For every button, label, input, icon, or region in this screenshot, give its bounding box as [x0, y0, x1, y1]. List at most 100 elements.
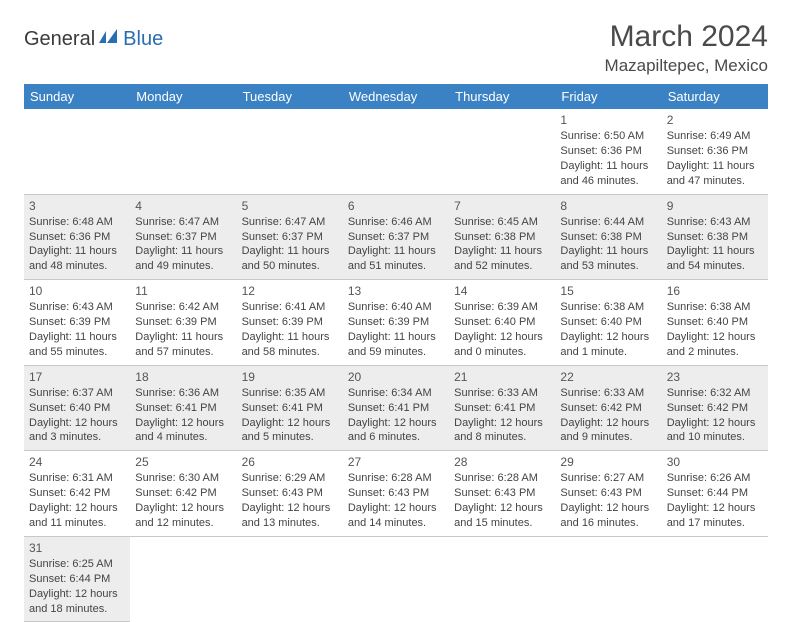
weekday-header: Saturday: [662, 84, 768, 109]
empty-cell: [237, 109, 343, 194]
day-number: 1: [560, 112, 656, 128]
daylight-line: Daylight: 11 hours and 51 minutes.: [348, 244, 444, 274]
sunset-line: Sunset: 6:36 PM: [560, 144, 656, 159]
daylight-line: Daylight: 11 hours and 53 minutes.: [560, 244, 656, 274]
daylight-line: Daylight: 12 hours and 15 minutes.: [454, 501, 550, 531]
day-cell: 20Sunrise: 6:34 AMSunset: 6:41 PMDayligh…: [343, 365, 449, 451]
sunset-line: Sunset: 6:39 PM: [135, 315, 231, 330]
daylight-line: Daylight: 11 hours and 55 minutes.: [29, 330, 125, 360]
sunrise-line: Sunrise: 6:43 AM: [29, 300, 125, 315]
empty-cell: [24, 109, 130, 194]
header: General Blue March 2024 Mazapiltepec, Me…: [24, 20, 768, 76]
sunset-line: Sunset: 6:43 PM: [454, 486, 550, 501]
day-number: 18: [135, 369, 231, 385]
sunset-line: Sunset: 6:41 PM: [454, 401, 550, 416]
empty-cell: [343, 536, 449, 622]
empty-cell: [555, 536, 661, 622]
sunset-line: Sunset: 6:43 PM: [560, 486, 656, 501]
sunrise-line: Sunrise: 6:43 AM: [667, 215, 763, 230]
sunrise-line: Sunrise: 6:30 AM: [135, 471, 231, 486]
day-number: 26: [242, 454, 338, 470]
daylight-line: Daylight: 11 hours and 58 minutes.: [242, 330, 338, 360]
month-title: March 2024: [605, 20, 768, 54]
sunrise-line: Sunrise: 6:33 AM: [560, 386, 656, 401]
day-cell: 3Sunrise: 6:48 AMSunset: 6:36 PMDaylight…: [24, 194, 130, 280]
daylight-line: Daylight: 12 hours and 9 minutes.: [560, 416, 656, 446]
daylight-line: Daylight: 12 hours and 17 minutes.: [667, 501, 763, 531]
day-number: 20: [348, 369, 444, 385]
sunrise-line: Sunrise: 6:34 AM: [348, 386, 444, 401]
sunrise-line: Sunrise: 6:38 AM: [667, 300, 763, 315]
day-cell: 27Sunrise: 6:28 AMSunset: 6:43 PMDayligh…: [343, 451, 449, 537]
sunrise-line: Sunrise: 6:41 AM: [242, 300, 338, 315]
daylight-line: Daylight: 12 hours and 0 minutes.: [454, 330, 550, 360]
sunrise-line: Sunrise: 6:28 AM: [454, 471, 550, 486]
day-number: 21: [454, 369, 550, 385]
empty-cell: [449, 536, 555, 622]
sunrise-line: Sunrise: 6:29 AM: [242, 471, 338, 486]
day-number: 30: [667, 454, 763, 470]
day-cell: 15Sunrise: 6:38 AMSunset: 6:40 PMDayligh…: [555, 280, 661, 366]
sunrise-line: Sunrise: 6:47 AM: [135, 215, 231, 230]
calendar-row: 31Sunrise: 6:25 AMSunset: 6:44 PMDayligh…: [24, 536, 768, 622]
sunset-line: Sunset: 6:38 PM: [667, 230, 763, 245]
empty-cell: [449, 109, 555, 194]
daylight-line: Daylight: 12 hours and 3 minutes.: [29, 416, 125, 446]
day-number: 12: [242, 283, 338, 299]
sunrise-line: Sunrise: 6:25 AM: [29, 557, 125, 572]
logo-text-blue: Blue: [123, 28, 163, 51]
weekday-header: Thursday: [449, 84, 555, 109]
day-cell: 7Sunrise: 6:45 AMSunset: 6:38 PMDaylight…: [449, 194, 555, 280]
day-number: 5: [242, 198, 338, 214]
daylight-line: Daylight: 12 hours and 1 minute.: [560, 330, 656, 360]
day-cell: 23Sunrise: 6:32 AMSunset: 6:42 PMDayligh…: [662, 365, 768, 451]
day-number: 24: [29, 454, 125, 470]
location: Mazapiltepec, Mexico: [605, 56, 768, 76]
sunset-line: Sunset: 6:38 PM: [454, 230, 550, 245]
day-cell: 28Sunrise: 6:28 AMSunset: 6:43 PMDayligh…: [449, 451, 555, 537]
calendar-row: 10Sunrise: 6:43 AMSunset: 6:39 PMDayligh…: [24, 280, 768, 366]
weekday-header: Tuesday: [237, 84, 343, 109]
day-cell: 18Sunrise: 6:36 AMSunset: 6:41 PMDayligh…: [130, 365, 236, 451]
day-number: 6: [348, 198, 444, 214]
day-number: 28: [454, 454, 550, 470]
sunrise-line: Sunrise: 6:32 AM: [667, 386, 763, 401]
day-number: 17: [29, 369, 125, 385]
day-number: 4: [135, 198, 231, 214]
sunset-line: Sunset: 6:39 PM: [29, 315, 125, 330]
sunset-line: Sunset: 6:40 PM: [667, 315, 763, 330]
empty-cell: [237, 536, 343, 622]
sunset-line: Sunset: 6:41 PM: [135, 401, 231, 416]
day-number: 22: [560, 369, 656, 385]
calendar-row: 24Sunrise: 6:31 AMSunset: 6:42 PMDayligh…: [24, 451, 768, 537]
sunset-line: Sunset: 6:41 PM: [242, 401, 338, 416]
daylight-line: Daylight: 11 hours and 48 minutes.: [29, 244, 125, 274]
sunrise-line: Sunrise: 6:26 AM: [667, 471, 763, 486]
day-cell: 29Sunrise: 6:27 AMSunset: 6:43 PMDayligh…: [555, 451, 661, 537]
day-cell: 5Sunrise: 6:47 AMSunset: 6:37 PMDaylight…: [237, 194, 343, 280]
sunset-line: Sunset: 6:43 PM: [348, 486, 444, 501]
logo-text-general: General: [24, 28, 95, 51]
sunset-line: Sunset: 6:42 PM: [135, 486, 231, 501]
sunset-line: Sunset: 6:39 PM: [242, 315, 338, 330]
day-number: 3: [29, 198, 125, 214]
daylight-line: Daylight: 12 hours and 5 minutes.: [242, 416, 338, 446]
day-number: 15: [560, 283, 656, 299]
day-number: 29: [560, 454, 656, 470]
day-number: 9: [667, 198, 763, 214]
daylight-line: Daylight: 11 hours and 47 minutes.: [667, 159, 763, 189]
title-block: March 2024 Mazapiltepec, Mexico: [605, 20, 768, 76]
day-number: 31: [29, 540, 125, 556]
sunrise-line: Sunrise: 6:45 AM: [454, 215, 550, 230]
sunset-line: Sunset: 6:44 PM: [667, 486, 763, 501]
day-number: 16: [667, 283, 763, 299]
sunrise-line: Sunrise: 6:48 AM: [29, 215, 125, 230]
day-cell: 4Sunrise: 6:47 AMSunset: 6:37 PMDaylight…: [130, 194, 236, 280]
sunrise-line: Sunrise: 6:46 AM: [348, 215, 444, 230]
daylight-line: Daylight: 11 hours and 46 minutes.: [560, 159, 656, 189]
sunrise-line: Sunrise: 6:47 AM: [242, 215, 338, 230]
daylight-line: Daylight: 12 hours and 14 minutes.: [348, 501, 444, 531]
daylight-line: Daylight: 12 hours and 4 minutes.: [135, 416, 231, 446]
day-cell: 12Sunrise: 6:41 AMSunset: 6:39 PMDayligh…: [237, 280, 343, 366]
day-cell: 24Sunrise: 6:31 AMSunset: 6:42 PMDayligh…: [24, 451, 130, 537]
